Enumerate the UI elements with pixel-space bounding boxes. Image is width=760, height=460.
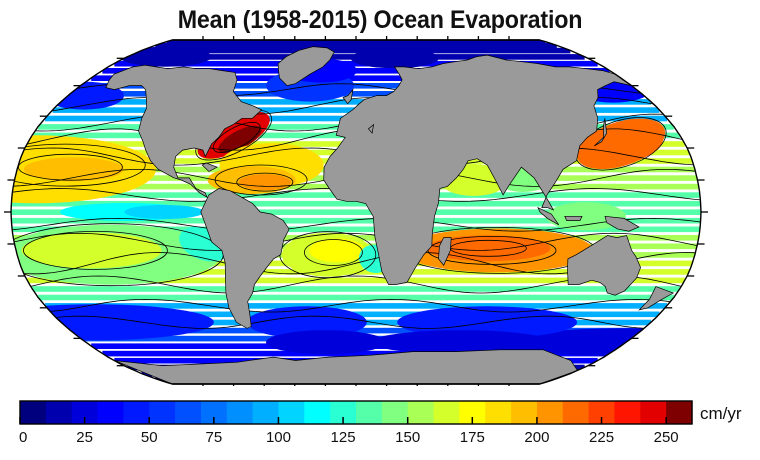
landmass	[564, 215, 583, 221]
evaporation-band	[155, 42, 557, 49]
evaporation-cell	[426, 235, 551, 262]
evaporation-cell	[124, 205, 205, 219]
world-map	[4, 36, 708, 386]
evaporation-band	[166, 40, 546, 45]
evaporation-band	[102, 350, 610, 357]
landmass	[342, 88, 354, 105]
evaporation-cell	[309, 238, 366, 263]
evaporation-band	[114, 60, 598, 67]
evaporation-cell	[218, 125, 262, 154]
contour-ring	[236, 172, 294, 192]
evaporation-band	[11, 200, 701, 207]
colorbar-tick-label: 225	[589, 429, 614, 446]
landmass	[323, 54, 632, 285]
landmass	[567, 235, 641, 296]
landmass	[200, 188, 290, 329]
colorbar-tick-label: 50	[141, 429, 158, 446]
landmass	[105, 64, 263, 198]
evaporation-cell	[23, 157, 124, 182]
colorbar-gradient	[20, 401, 693, 424]
colorbar-tick-label: 75	[206, 429, 223, 446]
evaporation-cell	[21, 232, 162, 269]
colorbar-tick-label: 150	[395, 429, 420, 446]
evaporation-band	[12, 226, 700, 233]
colorbar-panel: 0 25 50 75 100 125 150 175 200 225 250	[0, 392, 760, 460]
evaporation-cell	[350, 48, 439, 69]
evaporation-cell	[608, 133, 663, 163]
evaporation-cell	[266, 330, 386, 355]
contour-ring	[212, 121, 261, 153]
landmass	[277, 46, 335, 86]
contour-ring	[303, 239, 363, 266]
colorbar: 0 25 50 75 100 125 150 175 200 225 250	[19, 400, 693, 446]
evaporation-band	[38, 294, 674, 301]
evaporation-band	[80, 83, 632, 89]
evaporation-band	[32, 286, 680, 292]
evaporation-band	[11, 217, 701, 224]
colorbar-tick-label: 100	[266, 429, 291, 446]
contour-ring	[11, 143, 146, 187]
evaporation-cell	[238, 174, 291, 191]
evaporation-band	[91, 75, 621, 81]
page-title: Mean (1958-2015) Ocean Evaporation	[177, 6, 583, 34]
evaporation-cell	[371, 330, 552, 355]
contour-line	[14, 232, 698, 251]
contour-line	[12, 217, 701, 232]
evaporation-band	[45, 303, 667, 309]
land-masses	[105, 46, 675, 384]
evaporation-cell	[119, 46, 212, 67]
colorbar-tick-label: 25	[76, 429, 93, 446]
contour-line	[55, 315, 645, 329]
contour-ring	[23, 230, 168, 270]
colorbar-frame	[19, 400, 693, 425]
landmass	[604, 215, 640, 232]
landmass	[594, 118, 608, 147]
landmass	[438, 237, 452, 266]
landmass	[367, 123, 375, 134]
evaporation-band	[70, 91, 642, 97]
contour-line	[50, 298, 671, 313]
evaporation-cell	[545, 202, 626, 231]
landmass	[537, 206, 560, 226]
landmass	[638, 286, 675, 311]
graticule-ticks	[4, 36, 708, 386]
colorbar-tick-label: 125	[331, 429, 356, 446]
evaporation-band	[141, 47, 571, 54]
contour-ring	[214, 164, 308, 196]
evaporation-cell	[246, 306, 367, 339]
colorbar-tick-label: 250	[654, 429, 679, 446]
map-panel	[0, 36, 760, 386]
evaporation-band	[27, 277, 685, 284]
colorbar-tick-label: 0	[19, 429, 27, 446]
evaporation-band	[61, 99, 651, 105]
colorbar-tick-label: 175	[460, 429, 485, 446]
colorbar-units-label: cm/yr	[700, 404, 742, 423]
colorbar-tick-label: 200	[524, 429, 549, 446]
landmass	[201, 162, 218, 172]
evaporation-band	[11, 209, 701, 215]
